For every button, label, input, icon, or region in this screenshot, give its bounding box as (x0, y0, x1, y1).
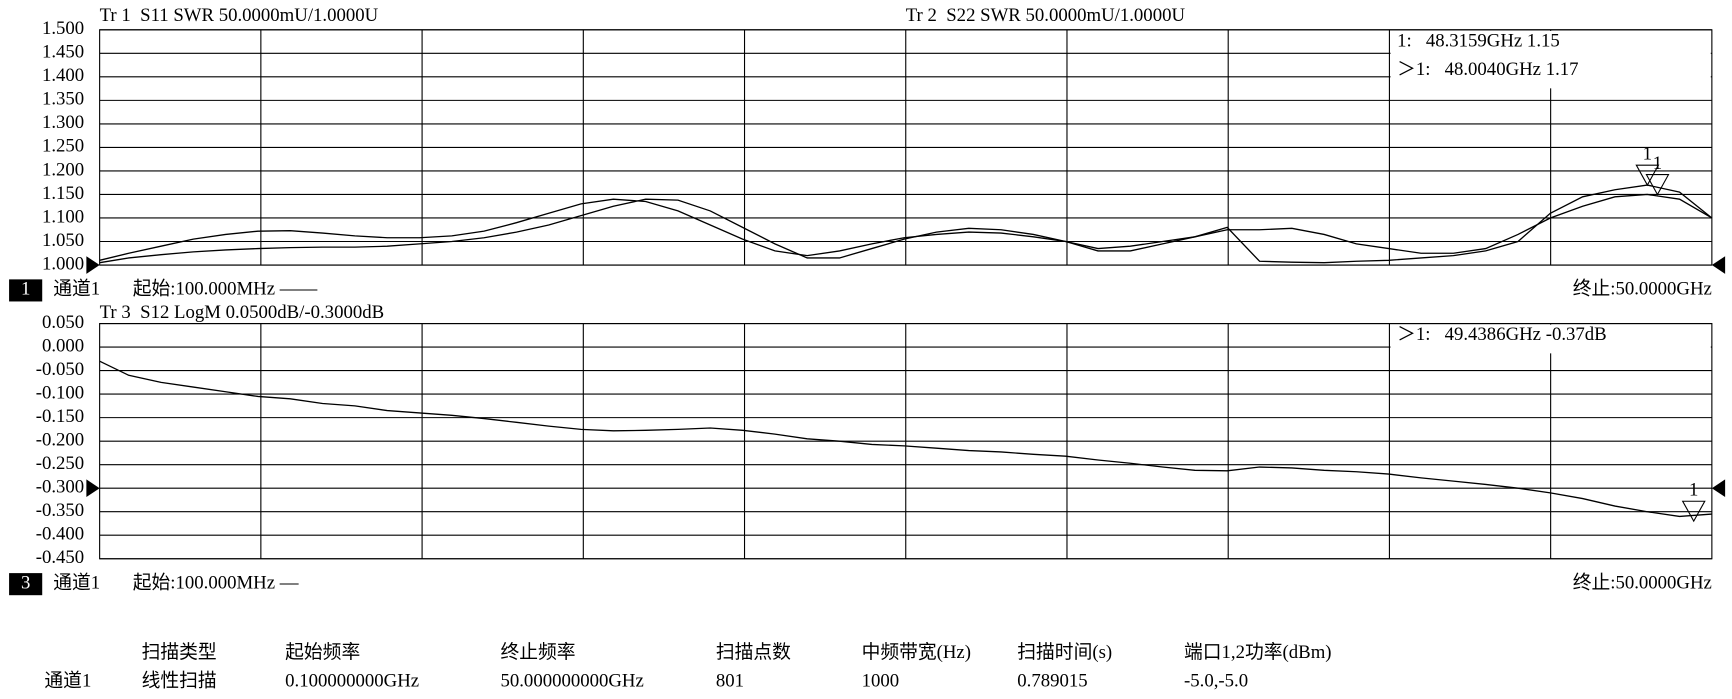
marker-triangle (1645, 174, 1670, 196)
channel-number: 3 (21, 572, 30, 593)
y-tick-label: 1.400 (42, 65, 84, 86)
table-cell: 0.789015 (1017, 671, 1087, 692)
reference-arrow-left (86, 256, 100, 274)
table-cell: 0.100000000GHz (285, 671, 419, 692)
trace-title: Tr 3 S12 LogM 0.0500dB/-0.3000dB (100, 302, 384, 323)
y-tick-label: 1.300 (42, 112, 84, 133)
y-tick-label: -0.250 (36, 453, 84, 474)
table-cell: 线性扫描 (142, 670, 217, 692)
y-tick-label: -0.050 (36, 359, 84, 380)
y-tick-label: 1.100 (42, 206, 84, 227)
marker-readout: 1: 48.3159GHz 1.15 (1397, 30, 1560, 51)
y-tick-label: 1.050 (42, 230, 84, 251)
stop-frequency: 终止:50.0000GHz (1573, 278, 1712, 300)
table-cell: 801 (716, 671, 744, 692)
y-tick-label: -0.200 (36, 429, 84, 450)
marker-readout: ＞1: 49.4386GHz -0.37dB (1397, 324, 1607, 345)
y-tick-label: 1.500 (42, 18, 84, 39)
table-header: 起始频率 (285, 641, 360, 663)
y-tick-label: 1.450 (42, 42, 84, 63)
trace-title: Tr 2 S22 SWR 50.0000mU/1.0000U (906, 5, 1186, 26)
y-tick-label: -0.150 (36, 406, 84, 427)
y-tick-label: 1.250 (42, 136, 84, 157)
channel-name: 通道1 (53, 278, 100, 300)
table-header: 终止频率 (500, 641, 575, 663)
table-header: 中频带宽(Hz) (862, 641, 971, 663)
readout-area (1390, 30, 1711, 89)
table-header: 扫描点数 (716, 641, 791, 663)
marker-triangle (1681, 500, 1706, 523)
y-tick-label: 0.000 (42, 335, 84, 356)
marker-readout: ＞1: 48.0040GHz 1.17 (1397, 59, 1578, 80)
y-tick-label: -0.100 (36, 382, 84, 403)
table-cell: 1000 (862, 671, 900, 692)
table-row-label: 通道1 (44, 670, 91, 692)
marker-label: 1 (1643, 144, 1652, 165)
start-frequency: 起始:100.000MHz — (133, 571, 299, 593)
y-tick-label: 0.050 (42, 312, 84, 333)
table-header: 扫描时间(s) (1017, 641, 1112, 663)
table-cell: -5.0,-5.0 (1184, 671, 1248, 692)
y-tick-label: -0.350 (36, 500, 84, 521)
channel-number: 1 (21, 279, 30, 300)
reference-arrow-right (1711, 256, 1726, 274)
stop-frequency: 终止:50.0000GHz (1573, 571, 1712, 593)
channel-badge (9, 279, 43, 302)
readout-area (1390, 324, 1711, 354)
y-tick-label: 1.200 (42, 159, 84, 180)
table-header: 扫描类型 (142, 641, 217, 663)
trace-line (99, 360, 1712, 518)
marker-triangle (1635, 164, 1660, 187)
y-tick-label: 1.350 (42, 89, 84, 110)
trace-title: Tr 1 S11 SWR 50.0000mU/1.0000U (100, 5, 379, 26)
y-tick-label: -0.300 (36, 477, 84, 498)
reference-arrow-left (86, 479, 100, 498)
start-frequency: 起始:100.000MHz —— (133, 278, 318, 300)
marker-label: 1 (1689, 480, 1698, 501)
table-header: 端口1,2功率(dBm) (1184, 641, 1332, 663)
y-tick-label: -0.450 (36, 547, 84, 568)
channel-badge (9, 573, 43, 596)
marker-label: 1 (1653, 153, 1662, 174)
trace-line (99, 184, 1713, 264)
reference-arrow-right (1711, 479, 1726, 498)
trace-line (99, 193, 1713, 261)
y-tick-label: 1.150 (42, 183, 84, 204)
y-tick-label: -0.400 (36, 524, 84, 545)
table-cell: 50.000000000GHz (500, 671, 643, 692)
y-tick-label: 1.000 (42, 253, 84, 274)
channel-name: 通道1 (53, 571, 100, 593)
